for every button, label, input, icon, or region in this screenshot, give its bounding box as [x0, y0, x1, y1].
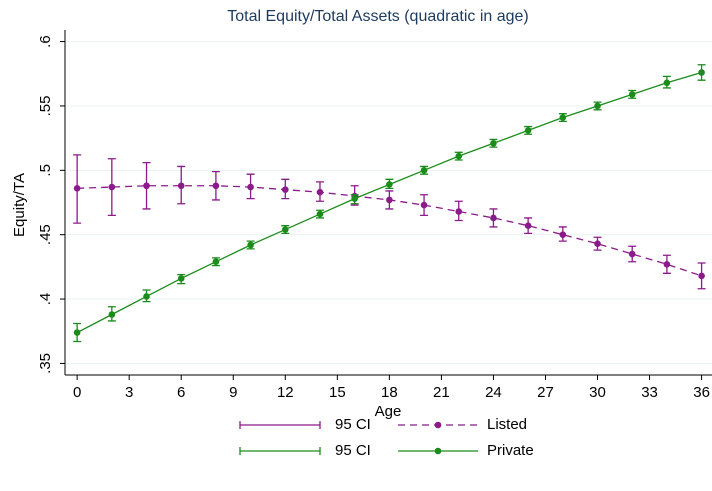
y-tick-label: .5 [37, 164, 54, 177]
point [212, 258, 220, 266]
point [663, 260, 671, 268]
point [247, 241, 254, 249]
x-tick-label: 9 [229, 384, 237, 401]
point [143, 293, 150, 300]
point [420, 201, 428, 209]
point [490, 214, 497, 222]
x-tick-label: 36 [693, 384, 710, 401]
point [247, 183, 254, 191]
point [455, 208, 463, 215]
y-tick-label: .6 [37, 35, 54, 48]
x-tick-label: 33 [641, 384, 658, 401]
point [143, 182, 150, 190]
x-tick-label: 21 [433, 384, 450, 401]
x-tick-label: 24 [485, 384, 502, 401]
x-tick-label: 18 [381, 384, 398, 401]
point [455, 152, 463, 160]
x-tick-label: 3 [125, 384, 133, 401]
legend-label: 95 CI [335, 442, 371, 459]
point [316, 210, 324, 218]
x-tick-label: 6 [177, 384, 185, 401]
y-tick-label: .4 [37, 293, 54, 306]
legend-label: Listed [487, 416, 527, 433]
point [524, 127, 532, 134]
x-tick-label: 12 [277, 384, 294, 401]
point [594, 102, 601, 110]
point [698, 69, 705, 76]
y-tick-label: .55 [37, 96, 54, 117]
point [698, 272, 705, 280]
point [594, 240, 601, 247]
point [212, 182, 220, 190]
point [351, 195, 358, 202]
point [628, 250, 636, 258]
point [316, 188, 324, 196]
x-tick-label: 27 [537, 384, 554, 401]
point [281, 226, 289, 233]
point [386, 181, 393, 188]
point [108, 183, 116, 191]
x-tick-label: 0 [73, 384, 81, 401]
point [73, 185, 81, 192]
x-tick-label: 15 [329, 384, 346, 401]
point [386, 196, 393, 204]
y-axis-title: Equity/TA [11, 173, 28, 237]
point [281, 186, 289, 193]
legend-ci-symbol [239, 421, 321, 429]
point [73, 329, 81, 336]
point [559, 231, 567, 238]
point [177, 275, 185, 282]
x-tick-label: 30 [589, 384, 606, 401]
point [628, 91, 636, 98]
point [108, 311, 116, 318]
legend-ci-symbol [239, 447, 321, 455]
point [490, 139, 497, 147]
chart-title: Total Equity/Total Assets (quadratic in … [227, 8, 529, 25]
y-tick-label: .35 [37, 353, 54, 374]
point [663, 79, 671, 87]
y-tick-label: .45 [37, 224, 54, 245]
point [177, 182, 185, 190]
legend-label: Private [487, 442, 534, 459]
point [524, 222, 532, 229]
legend-marker [434, 421, 442, 429]
legend-marker [434, 447, 442, 455]
legend-label: 95 CI [335, 416, 371, 433]
x-axis-title: Age [375, 403, 402, 420]
point [420, 167, 428, 174]
point [559, 114, 567, 121]
